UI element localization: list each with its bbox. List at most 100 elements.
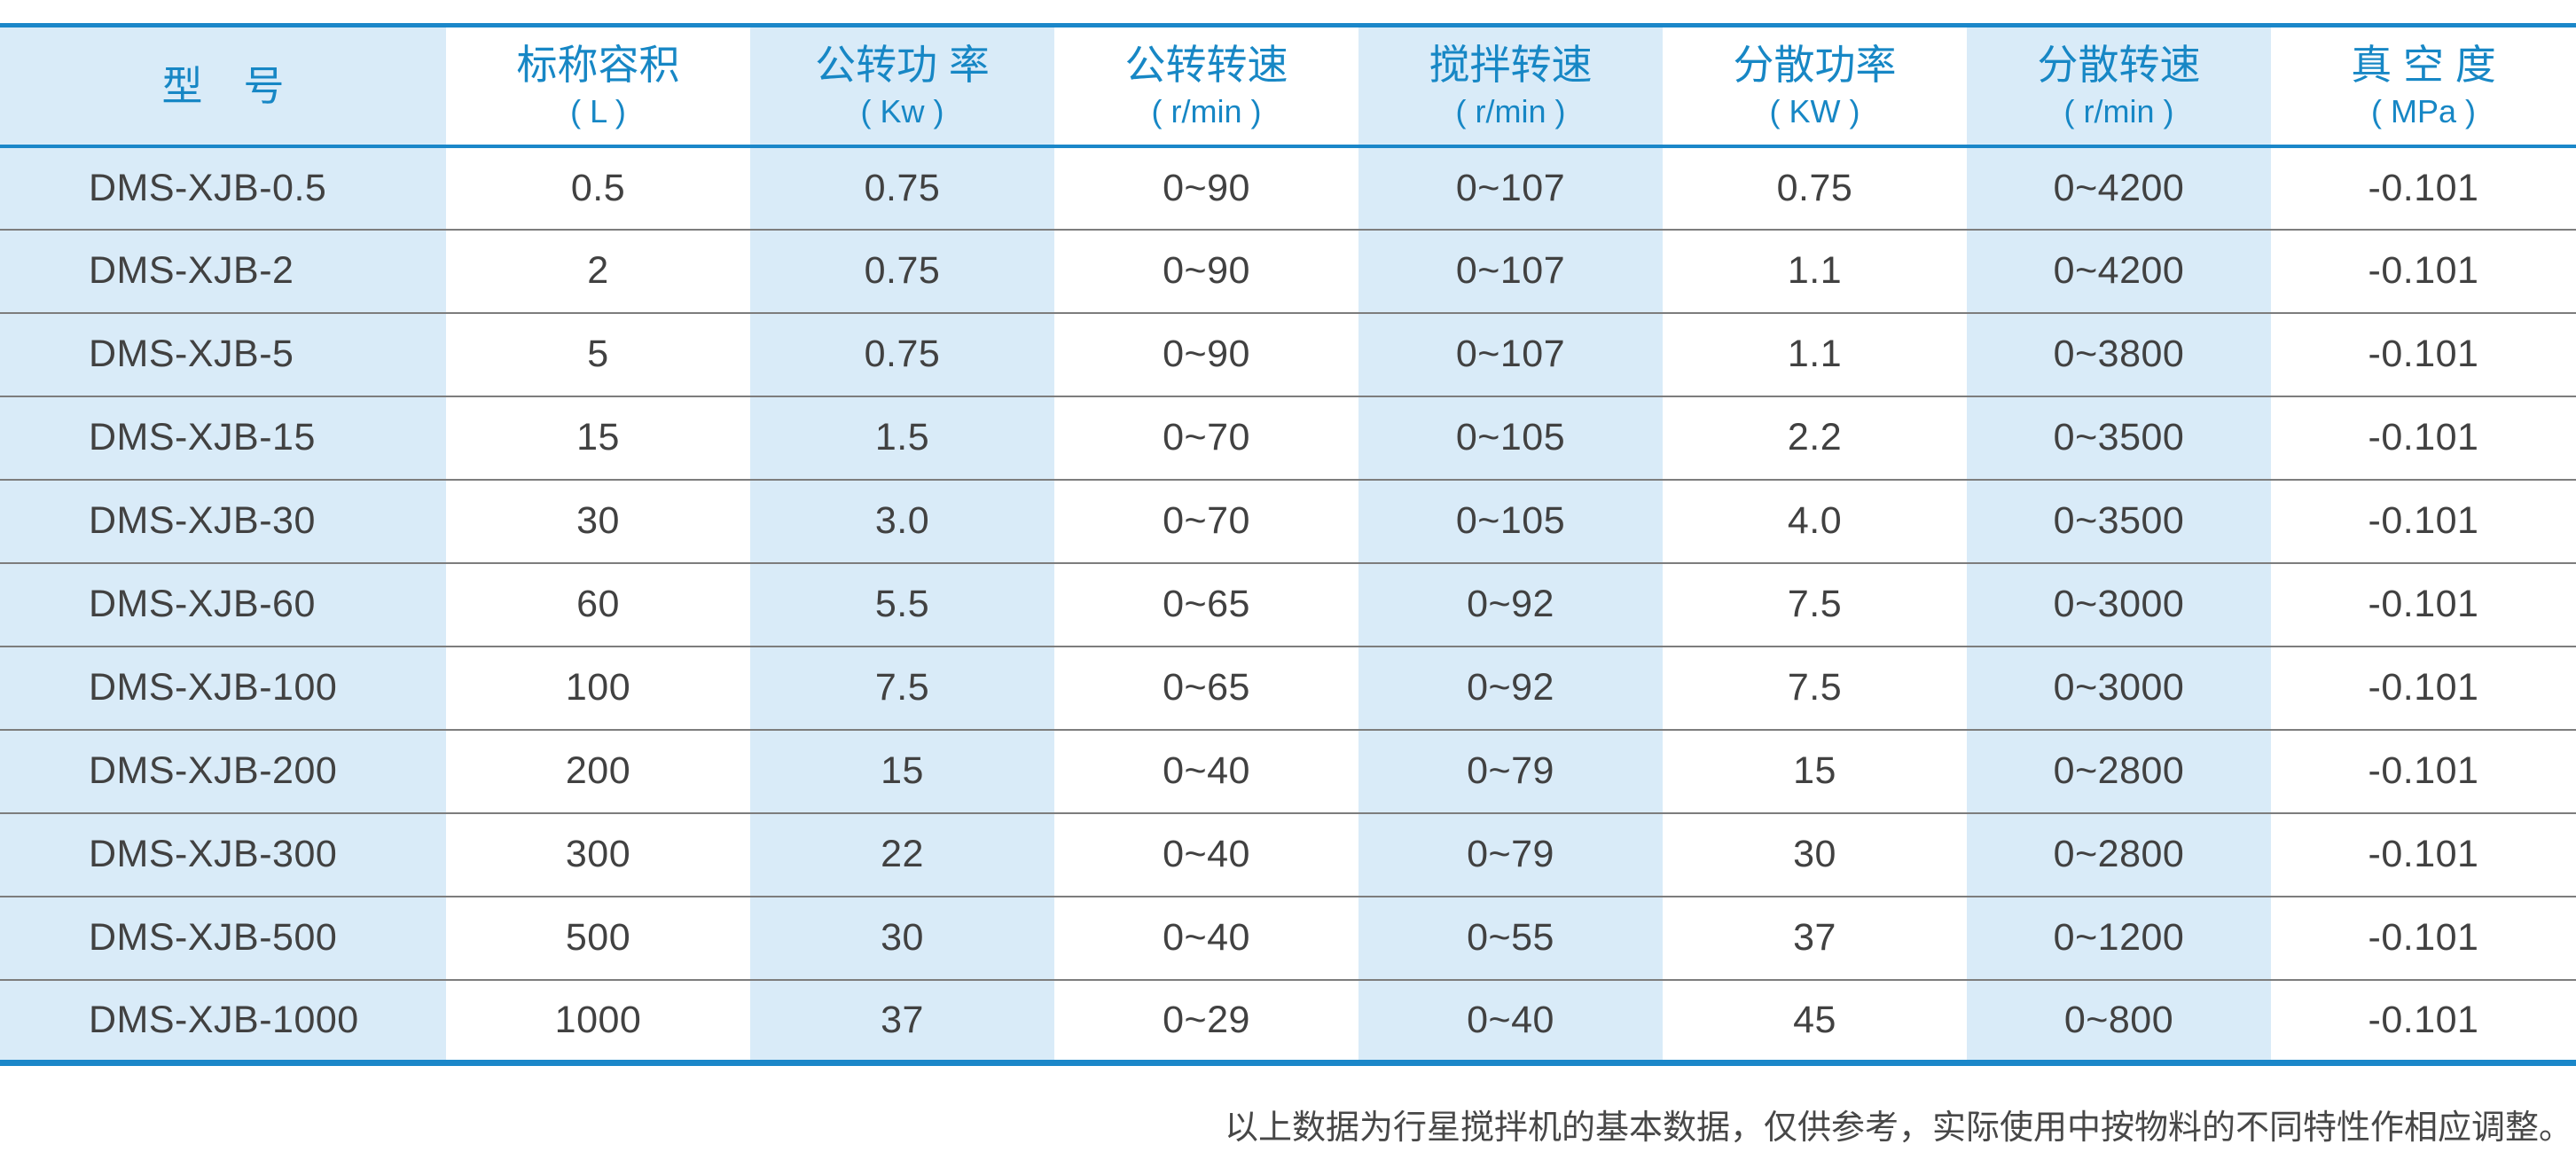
value-cell: 0.75 — [750, 228, 1054, 313]
value-cell: 0.75 — [750, 311, 1054, 396]
table-row: DMS-XJB-200 200 15 0~40 0~79 15 0~2800 -0.101 — [0, 728, 2576, 813]
value-cell: 15 — [1663, 728, 1967, 813]
column-title: 公转功 率 — [815, 41, 990, 88]
value-cell: 0~3500 — [1967, 395, 2271, 480]
value-cell: -0.101 — [2271, 895, 2576, 980]
column-unit: ( r/min ) — [2063, 92, 2174, 129]
value-cell: 0~4200 — [1967, 145, 2271, 230]
column-header: 型 号 — [0, 25, 446, 148]
value-cell: 1.1 — [1663, 311, 1967, 396]
value-cell: 0~70 — [1054, 478, 1358, 563]
table-row: DMS-XJB-500 500 30 0~40 0~55 37 0~1200 -0.101 — [0, 895, 2576, 980]
value-cell: 0~105 — [1358, 478, 1663, 563]
footer-note: 以上数据为行星搅拌机的基本数据，仅供参考，实际使用中按物料的不同特性作相应调整。 — [1224, 1109, 2572, 1147]
value-cell: 0~40 — [1054, 811, 1358, 897]
value-cell: 5 — [446, 311, 750, 396]
value-cell: 0~65 — [1054, 645, 1358, 730]
model-cell: DMS-XJB-500 — [0, 895, 446, 980]
model-cell: DMS-XJB-30 — [0, 478, 446, 563]
value-cell: 0~40 — [1054, 895, 1358, 980]
value-cell: 0~55 — [1358, 895, 1663, 980]
value-cell: -0.101 — [2271, 228, 2576, 313]
column-header: 标称容积 ( L ) — [446, 25, 750, 148]
value-cell: 30 — [446, 478, 750, 563]
value-cell: 200 — [446, 728, 750, 813]
value-cell: 0~2800 — [1967, 728, 2271, 813]
value-cell: 0~4200 — [1967, 228, 2271, 313]
value-cell: -0.101 — [2271, 311, 2576, 396]
table-row: DMS-XJB-0.5 0.5 0.75 0~90 0~107 0.75 0~4200 -0.… — [0, 145, 2576, 230]
value-cell: 0~90 — [1054, 145, 1358, 230]
column-header: 公转功 率 ( Kw ) — [750, 25, 1054, 148]
column-title: 分散转速 — [2037, 41, 2201, 88]
value-cell: 45 — [1663, 978, 1967, 1063]
value-cell: -0.101 — [2271, 395, 2576, 480]
column-unit: ( Kw ) — [860, 92, 944, 129]
value-cell: 2.2 — [1663, 395, 1967, 480]
model-cell: DMS-XJB-15 — [0, 395, 446, 480]
table-row: DMS-XJB-300 300 22 0~40 0~79 30 0~2800 -0.101 — [0, 811, 2576, 897]
value-cell: 0~105 — [1358, 395, 1663, 480]
model-cell: DMS-XJB-0.5 — [0, 145, 446, 230]
value-cell: -0.101 — [2271, 145, 2576, 230]
value-cell: 0.5 — [446, 145, 750, 230]
model-cell: DMS-XJB-2 — [0, 228, 446, 313]
value-cell: 0.75 — [1663, 145, 1967, 230]
column-unit: ( KW ) — [1769, 92, 1860, 129]
value-cell: -0.101 — [2271, 478, 2576, 563]
column-unit: ( MPa ) — [2370, 92, 2476, 129]
value-cell: 15 — [446, 395, 750, 480]
value-cell: 37 — [1663, 895, 1967, 980]
table-row: DMS-XJB-15 15 1.5 0~70 0~105 2.2 0~3500 -0.101 — [0, 395, 2576, 480]
table-row: DMS-XJB-1000 1000 37 0~29 0~40 45 0~800 -0.101 — [0, 978, 2576, 1063]
value-cell: 0~3800 — [1967, 311, 2271, 396]
table-row: DMS-XJB-60 60 5.5 0~65 0~92 7.5 0~3000 -0.101 — [0, 561, 2576, 647]
model-cell: DMS-XJB-300 — [0, 811, 446, 897]
spec-table: 型 号标称容积( L ) 公转功 率( Kw ) 公转转速( r/min ) 搅拌转速… — [0, 23, 2576, 1066]
value-cell: 0~1200 — [1967, 895, 2271, 980]
value-cell: 0~800 — [1967, 978, 2271, 1063]
column-header: 分散功率 ( KW ) — [1663, 25, 1967, 148]
value-cell: 2 — [446, 228, 750, 313]
value-cell: 1000 — [446, 978, 750, 1063]
value-cell: 3.0 — [750, 478, 1054, 563]
value-cell: 500 — [446, 895, 750, 980]
model-cell: DMS-XJB-200 — [0, 728, 446, 813]
value-cell: 0~90 — [1054, 311, 1358, 396]
column-header: 搅拌转速 ( r/min ) — [1358, 25, 1663, 148]
value-cell: 0~65 — [1054, 561, 1358, 647]
table-row: DMS-XJB-30 30 3.0 0~70 0~105 4.0 0~3500 -0.101 — [0, 478, 2576, 563]
column-unit: ( L ) — [570, 92, 626, 129]
table-row: DMS-XJB-5 5 0.75 0~90 0~107 1.1 0~3800 -0.101 — [0, 311, 2576, 396]
value-cell: 0.75 — [750, 145, 1054, 230]
value-cell: 0~79 — [1358, 811, 1663, 897]
value-cell: 100 — [446, 645, 750, 730]
column-header: 公转转速 ( r/min ) — [1054, 25, 1358, 148]
value-cell: 5.5 — [750, 561, 1054, 647]
table-row: DMS-XJB-2 2 0.75 0~90 0~107 1.1 0~4200 -0.101 — [0, 228, 2576, 313]
value-cell: 37 — [750, 978, 1054, 1063]
value-cell: 0~79 — [1358, 728, 1663, 813]
column-title: 型 号 — [161, 62, 285, 109]
value-cell: 30 — [1663, 811, 1967, 897]
column-unit: ( r/min ) — [1151, 92, 1262, 129]
column-title: 搅拌转速 — [1429, 41, 1593, 88]
column-title: 分散功率 — [1733, 41, 1897, 88]
value-cell: 1.5 — [750, 395, 1054, 480]
value-cell: -0.101 — [2271, 811, 2576, 897]
column-header: 分散转速 ( r/min ) — [1967, 25, 2271, 148]
value-cell: 7.5 — [1663, 645, 1967, 730]
value-cell: 0~92 — [1358, 561, 1663, 647]
value-cell: 30 — [750, 895, 1054, 980]
value-cell: 0~70 — [1054, 395, 1358, 480]
table-body: DMS-XJB-0.5 0.5 0.75 0~90 0~107 0.75 0~4200 -0.… — [0, 145, 2576, 1063]
model-cell: DMS-XJB-60 — [0, 561, 446, 647]
value-cell: 0~107 — [1358, 311, 1663, 396]
value-cell: 1.1 — [1663, 228, 1967, 313]
table-row: DMS-XJB-100 100 7.5 0~65 0~92 7.5 0~3000 -0.101 — [0, 645, 2576, 730]
value-cell: 0~40 — [1054, 728, 1358, 813]
column-header: 真 空 度 ( MPa ) — [2271, 25, 2576, 148]
value-cell: 0~92 — [1358, 645, 1663, 730]
model-cell: DMS-XJB-100 — [0, 645, 446, 730]
